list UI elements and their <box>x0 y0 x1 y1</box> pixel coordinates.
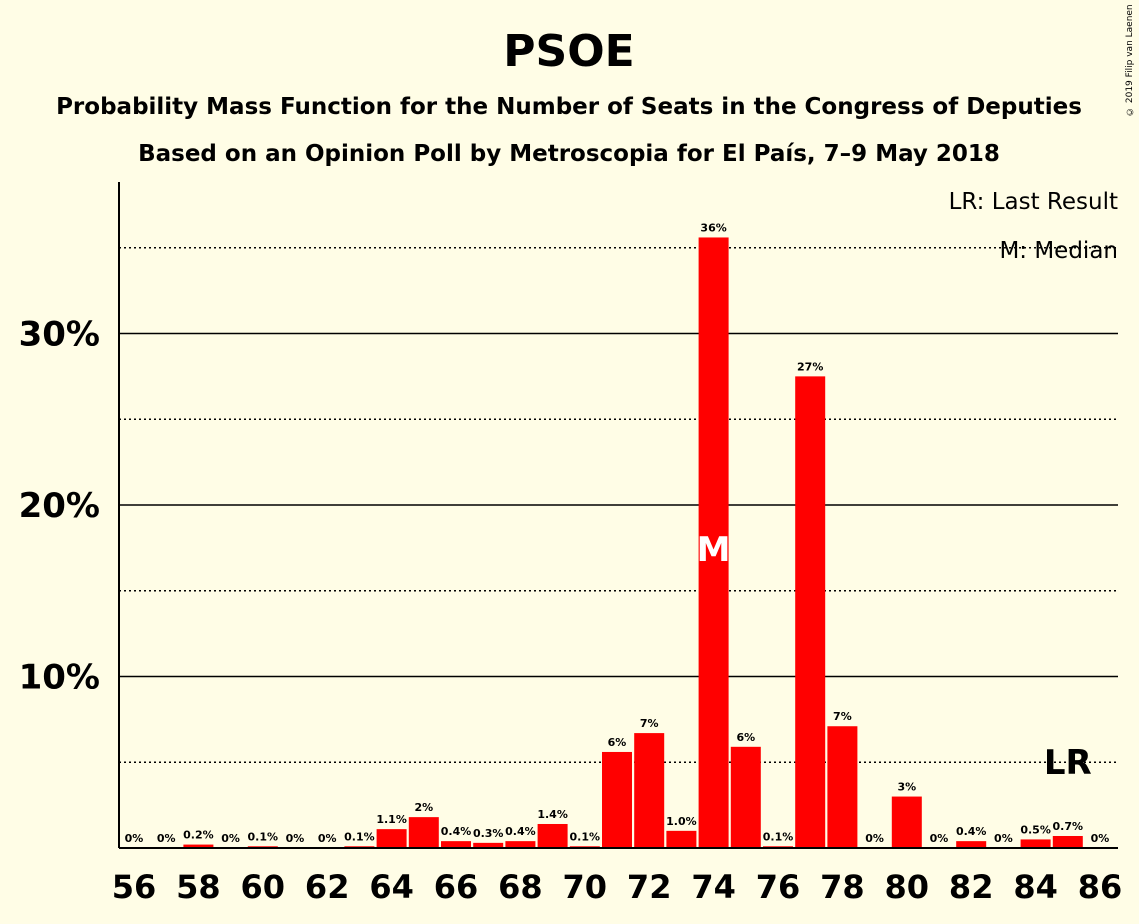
bar-seat-68 <box>505 841 536 848</box>
bar-seat-78 <box>827 726 858 848</box>
copyright-notice: © 2019 Filip van Laenen <box>1125 4 1135 116</box>
bar-seat-65 <box>408 817 439 848</box>
bar-seat-71 <box>602 751 632 848</box>
bar-label-seat-86: 0% <box>1091 832 1110 845</box>
bar-seat-85 <box>1052 835 1083 848</box>
x-tick-label: 82 <box>949 868 994 906</box>
bar-label-seat-85: 0.7% <box>1053 820 1084 833</box>
bar-label-seat-67: 0.3% <box>473 827 504 840</box>
bar-label-seat-64: 1.1% <box>376 813 407 826</box>
x-tick-label: 84 <box>1013 868 1058 906</box>
bar-seat-67 <box>473 842 504 848</box>
axes-group: 10% 20% 30% 56 58 60 62 64 66 68 70 72 74 76 78 80 82 84 8… <box>19 182 1123 906</box>
bar-label-seat-63: 0.1% <box>344 830 375 843</box>
chart-subtitle-1: Probability Mass Function for the Number… <box>56 94 1082 120</box>
bar-labels-group: 0% 0% 0.2% 0% 0.1% 0% 0% 0.1%1.1%2%0.4% 0.3% 0.4%… <box>125 221 1110 845</box>
bar-label-seat-57: 0% <box>157 832 176 845</box>
legend-last-result: LR: Last Result <box>949 189 1118 215</box>
bar-label-seat-73: 1.0% <box>666 815 697 828</box>
bar-seat-73 <box>666 830 697 848</box>
last-result-marker: LR <box>1044 743 1092 783</box>
bar-label-seat-69: 1.4% <box>537 808 568 821</box>
bar-label-seat-61: 0% <box>286 832 305 845</box>
bar-label-seat-74: 36% <box>700 221 726 234</box>
bar-label-seat-62: 0% <box>318 832 337 845</box>
bar-label-seat-71: 6% <box>608 736 627 749</box>
bar-seat-72 <box>634 733 665 848</box>
bar-seat-75 <box>730 746 761 848</box>
markers-group: M LR <box>697 530 1092 783</box>
median-marker: M <box>697 530 731 570</box>
bar-label-seat-81: 0% <box>930 832 949 845</box>
x-tick-label: 58 <box>176 868 221 906</box>
chart-subtitle-2: Based on an Opinion Poll by Metroscopia … <box>138 141 1000 167</box>
bar-seat-64 <box>376 829 407 848</box>
bar-label-seat-58: 0.2% <box>183 829 214 842</box>
bar-label-seat-77: 27% <box>797 360 823 373</box>
x-tick-label: 86 <box>1078 868 1123 906</box>
bar-label-seat-75: 6% <box>736 731 755 744</box>
legend-median: M: Median <box>999 238 1118 264</box>
bar-label-seat-79: 0% <box>865 832 884 845</box>
y-tick-label: 10% <box>19 658 100 698</box>
x-tick-label: 64 <box>369 868 414 906</box>
bar-seat-82 <box>956 841 987 848</box>
x-tick-label: 60 <box>241 868 286 906</box>
x-tick-label: 74 <box>691 868 736 906</box>
bar-seat-74 <box>698 237 729 848</box>
bar-label-seat-65: 2% <box>414 801 433 814</box>
bar-label-seat-60: 0.1% <box>248 830 279 843</box>
x-tick-label: 68 <box>498 868 543 906</box>
x-tick-label: 56 <box>112 868 157 906</box>
bar-label-seat-72: 7% <box>640 717 659 730</box>
bar-seat-66 <box>441 841 471 848</box>
gridlines <box>119 247 1118 763</box>
bar-label-seat-56: 0% <box>125 832 144 845</box>
bar-label-seat-68: 0.4% <box>505 825 536 838</box>
bar-seat-58 <box>183 844 214 848</box>
y-tick-label: 30% <box>19 315 100 355</box>
bars-group <box>183 237 1083 848</box>
bar-label-seat-78: 7% <box>833 710 852 723</box>
x-tick-label: 78 <box>820 868 865 906</box>
bar-label-seat-70: 0.1% <box>570 830 601 843</box>
bar-label-seat-76: 0.1% <box>763 830 794 843</box>
x-tick-label: 66 <box>434 868 479 906</box>
bar-label-seat-82: 0.4% <box>956 825 987 838</box>
bar-label-seat-84: 0.5% <box>1020 823 1051 836</box>
y-tick-label: 20% <box>19 486 100 526</box>
bar-label-seat-66: 0.4% <box>441 825 472 838</box>
bar-seat-77 <box>795 376 826 848</box>
x-tick-label: 72 <box>627 868 672 906</box>
chart-title: PSOE <box>503 26 634 77</box>
bar-label-seat-80: 3% <box>897 781 916 794</box>
bar-seat-84 <box>1020 839 1051 848</box>
bar-label-seat-83: 0% <box>994 832 1013 845</box>
x-tick-label: 80 <box>885 868 930 906</box>
bar-seat-80 <box>891 796 922 848</box>
bar-label-seat-59: 0% <box>221 832 240 845</box>
x-tick-label: 70 <box>563 868 608 906</box>
bar-seat-69 <box>537 823 568 848</box>
x-tick-label: 76 <box>756 868 801 906</box>
x-tick-label: 62 <box>305 868 350 906</box>
